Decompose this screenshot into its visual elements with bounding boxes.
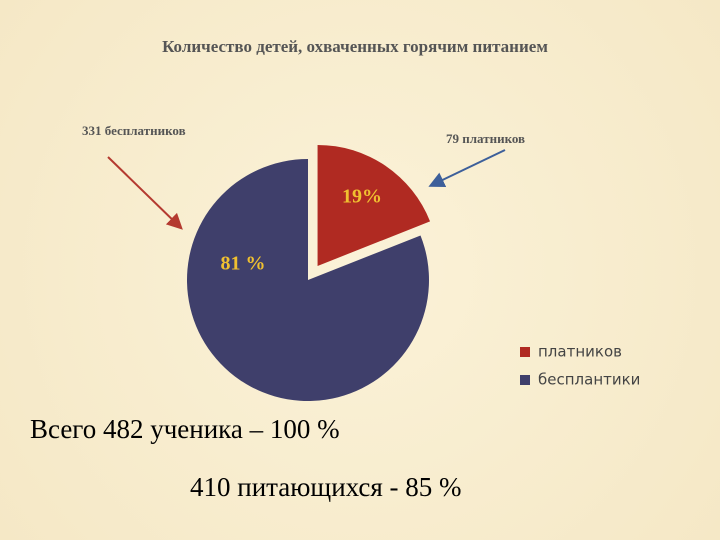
annotation: 79 платников bbox=[446, 131, 525, 146]
data-label: 81 % bbox=[221, 253, 266, 275]
legend-label: бесплантики bbox=[538, 371, 640, 389]
legend-swatch bbox=[520, 375, 530, 385]
legend-label: платников bbox=[538, 343, 622, 361]
annotation: 331 бесплатников bbox=[82, 123, 186, 138]
pie-slice bbox=[186, 159, 429, 401]
data-label: 19% bbox=[342, 186, 382, 208]
note: 410 питающихся - 85 % bbox=[190, 472, 462, 502]
arrow bbox=[107, 156, 183, 230]
chart-title: Количество детей, охваченных горячим пит… bbox=[162, 37, 548, 56]
pie-slice bbox=[317, 144, 431, 266]
arrow bbox=[428, 149, 506, 188]
legend-swatch bbox=[520, 347, 530, 357]
note: Всего 482 ученика – 100 % bbox=[30, 414, 340, 444]
